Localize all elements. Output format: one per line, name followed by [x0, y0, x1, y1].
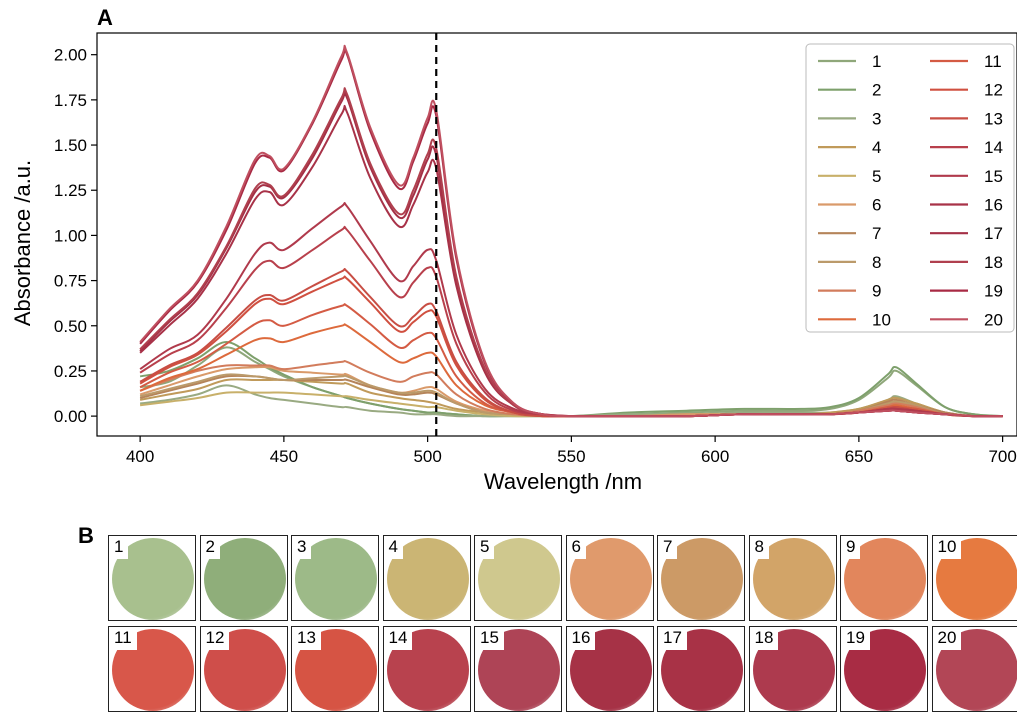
- sample-swatch-19: 19: [840, 626, 928, 712]
- y-tick-label: 0.50: [54, 317, 87, 336]
- series-line-15: [139, 202, 1003, 418]
- sample-number: 17: [658, 627, 687, 650]
- sample-swatch-2: 2: [199, 535, 288, 621]
- legend-label-16: 16: [984, 196, 1003, 215]
- sample-swatch-20: 20: [931, 626, 1017, 712]
- sample-swatch-9: 9: [840, 535, 928, 621]
- x-tick-label: 500: [413, 447, 441, 466]
- sample-number: 20: [932, 627, 962, 650]
- sample-swatch-13: 13: [291, 626, 379, 712]
- y-tick-label: 1.75: [54, 91, 87, 110]
- sample-swatch-17: 17: [657, 626, 745, 712]
- legend-label-17: 17: [984, 224, 1003, 243]
- legend-label-4: 4: [872, 138, 881, 157]
- sample-number: 18: [749, 627, 779, 650]
- sample-number: 16: [566, 627, 596, 650]
- y-tick-label: 2.00: [54, 46, 87, 65]
- sample-number: 13: [292, 627, 321, 650]
- series-line-11: [139, 303, 1003, 418]
- sample-number: 7: [658, 536, 678, 559]
- panel-b-label: B: [78, 523, 94, 548]
- y-tick-label: 1.00: [54, 226, 87, 245]
- sample-swatch-8: 8: [748, 535, 837, 621]
- y-tick-label: 1.25: [54, 181, 87, 200]
- sample-number: 19: [841, 627, 870, 650]
- series-line-4: [139, 378, 1003, 418]
- sample-number: 2: [200, 536, 220, 559]
- legend-label-5: 5: [872, 167, 881, 186]
- series-line-8: [139, 373, 1003, 418]
- legend-label-6: 6: [872, 196, 881, 215]
- x-tick-label: 650: [845, 447, 873, 466]
- legend-label-19: 19: [984, 282, 1003, 301]
- sample-number: 14: [383, 627, 413, 650]
- sample-number: 8: [749, 536, 769, 559]
- sample-swatch-4: 4: [382, 535, 471, 621]
- sample-number: 4: [383, 536, 403, 559]
- sample-swatch-grid: 1 2 3 4 5 6 7 8 9 10 11 12 13 14 15 16 17 18 19 20: [108, 535, 1017, 713]
- sample-number: 1: [109, 536, 129, 559]
- sample-number: 15: [475, 627, 504, 650]
- x-tick-label: 600: [701, 447, 729, 466]
- sample-swatch-11: 11: [108, 626, 196, 712]
- sample-swatch-6: 6: [565, 535, 654, 621]
- sample-number: 5: [475, 536, 495, 559]
- sample-swatch-3: 3: [291, 535, 379, 621]
- sample-swatch-10: 10: [931, 535, 1017, 621]
- series-lines: [139, 44, 1003, 418]
- legend-label-13: 13: [984, 109, 1003, 128]
- legend-label-9: 9: [872, 282, 881, 301]
- x-tick-label: 550: [557, 447, 585, 466]
- x-axis-title: Wavelength /nm: [484, 469, 642, 494]
- y-tick-label: 0.25: [54, 362, 87, 381]
- series-line-10: [139, 323, 1003, 418]
- legend-label-12: 12: [984, 81, 1003, 100]
- x-axis: 400 450 500 550 600 650 700: [126, 436, 1017, 466]
- x-tick-label: 400: [126, 447, 154, 466]
- legend-label-14: 14: [984, 138, 1003, 157]
- sample-number: 9: [841, 536, 861, 559]
- sample-swatch-16: 16: [565, 626, 654, 712]
- legend-label-15: 15: [984, 167, 1003, 186]
- sample-swatch-15: 15: [474, 626, 562, 712]
- y-tick-label: 0.00: [54, 407, 87, 426]
- sample-swatch-14: 14: [382, 626, 471, 712]
- legend-box: [805, 43, 1015, 333]
- sample-number: 3: [292, 536, 312, 559]
- legend-label-3: 3: [872, 109, 881, 128]
- sample-number: 10: [932, 536, 962, 559]
- legend-label-20: 20: [984, 310, 1003, 329]
- x-tick-label: 450: [270, 447, 298, 466]
- legend-label-10: 10: [872, 310, 891, 329]
- plot-frame: [96, 32, 1017, 437]
- absorbance-chart: A 0.00 0.25 0.50 0.75 1.00 1.25 1.50 1.75 2.00 4…: [10, 5, 1017, 494]
- legend-label-8: 8: [872, 253, 881, 272]
- sample-swatch-1: 1: [108, 535, 196, 621]
- y-axis-title: Absorbance /a.u.: [10, 160, 35, 326]
- sample-swatch-18: 18: [748, 626, 837, 712]
- series-line-9: [139, 359, 1003, 418]
- legend-label-1: 1: [872, 52, 881, 71]
- sample-number: 12: [200, 627, 230, 650]
- sample-swatch-12: 12: [199, 626, 288, 712]
- legend-label-18: 18: [984, 253, 1003, 272]
- y-tick-label: 1.50: [54, 136, 87, 155]
- legend-label-7: 7: [872, 224, 881, 243]
- sample-swatch-7: 7: [657, 535, 745, 621]
- sample-number: 11: [109, 627, 137, 650]
- y-axis: 0.00 0.25 0.50 0.75 1.00 1.25 1.50 1.75 2.00: [54, 46, 97, 426]
- series-line-20: [139, 44, 1003, 418]
- sample-swatch-5: 5: [474, 535, 562, 621]
- legend-label-2: 2: [872, 81, 881, 100]
- sample-number: 6: [566, 536, 586, 559]
- y-tick-label: 0.75: [54, 272, 87, 291]
- panel-a-label: A: [97, 5, 113, 30]
- legend-label-11: 11: [984, 52, 1002, 71]
- x-tick-label: 700: [988, 447, 1016, 466]
